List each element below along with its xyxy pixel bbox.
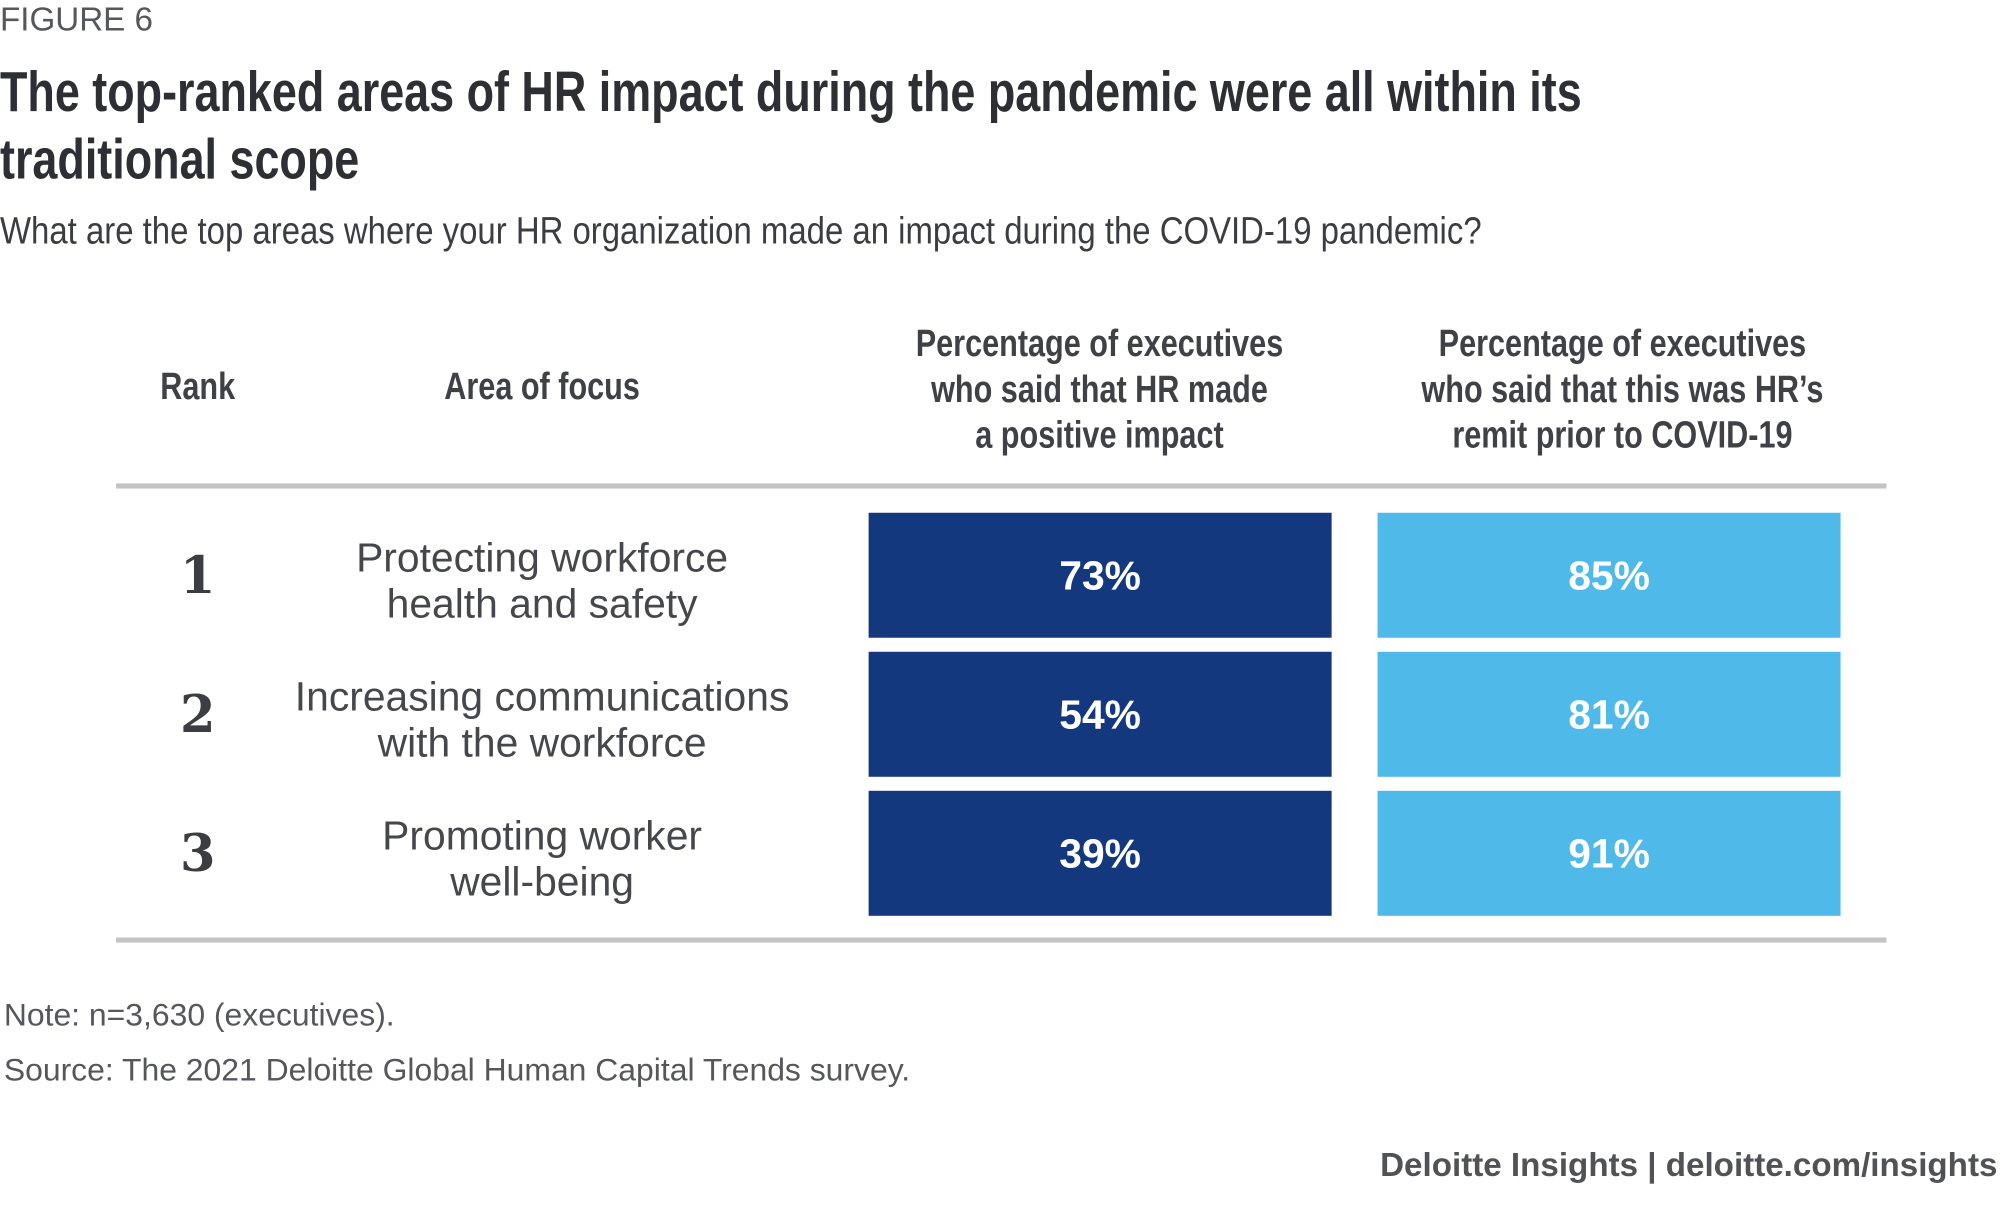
remit-prior-value: 85% [1568, 551, 1650, 598]
header-line: who said that this was HR’s [1421, 368, 1824, 411]
remit-prior-cell: 91% [1377, 790, 1841, 916]
note: Note: n=3,630 (executives). [3, 997, 395, 1034]
remit-prior-value: 91% [1568, 829, 1650, 876]
area-of-focus: Protecting workforce health and safety [249, 534, 836, 626]
positive-impact-cell: 73% [868, 512, 1332, 638]
rank-number: 2 [179, 684, 216, 745]
positive-impact-value: 54% [1059, 690, 1141, 737]
area-line: Promoting worker [382, 812, 703, 859]
positive-impact-value: 73% [1059, 551, 1141, 598]
header-positive-impact: Percentage of executives who said that H… [895, 321, 1303, 459]
header-line: Percentage of executives [1438, 322, 1807, 365]
figure-label: FIGURE 6 [0, 0, 153, 39]
footer-credit: Deloitte Insights | deloitte.com/insight… [1380, 1145, 1998, 1184]
area-line: Protecting workforce [356, 534, 729, 581]
header-remit-prior: Percentage of executives who said that t… [1408, 321, 1837, 459]
header-area: Area of focus [444, 366, 640, 409]
area-line: health and safety [386, 580, 698, 627]
remit-prior-cell: 85% [1377, 512, 1841, 638]
rank-number: 1 [179, 545, 216, 606]
title-line-2: traditional scope [0, 128, 360, 192]
title-line-1: The top-ranked areas of HR impact during… [0, 61, 1582, 124]
positive-impact-cell: 54% [868, 651, 1332, 777]
positive-impact-cell: 39% [868, 790, 1332, 916]
header-line: remit prior to COVID-19 [1452, 414, 1793, 457]
top-rule [116, 483, 1887, 489]
area-of-focus: Increasing communications with the workf… [249, 673, 836, 765]
subtitle: What are the top areas where your HR org… [0, 210, 1482, 253]
area-line: with the workforce [377, 719, 707, 766]
remit-prior-value: 81% [1568, 690, 1650, 737]
header-rank: Rank [160, 366, 236, 409]
area-line: Increasing communications [294, 673, 790, 720]
header-line: Percentage of executives [915, 322, 1284, 365]
rank-number: 3 [179, 823, 216, 884]
header-line: a positive impact [975, 414, 1224, 457]
positive-impact-value: 39% [1059, 829, 1141, 876]
area-line: well-being [450, 858, 634, 905]
remit-prior-cell: 81% [1377, 651, 1841, 777]
bottom-rule [116, 937, 1887, 943]
header-line: who said that HR made [931, 368, 1268, 411]
source: Source: The 2021 Deloitte Global Human C… [3, 1052, 911, 1089]
area-of-focus: Promoting worker well-being [249, 812, 836, 904]
